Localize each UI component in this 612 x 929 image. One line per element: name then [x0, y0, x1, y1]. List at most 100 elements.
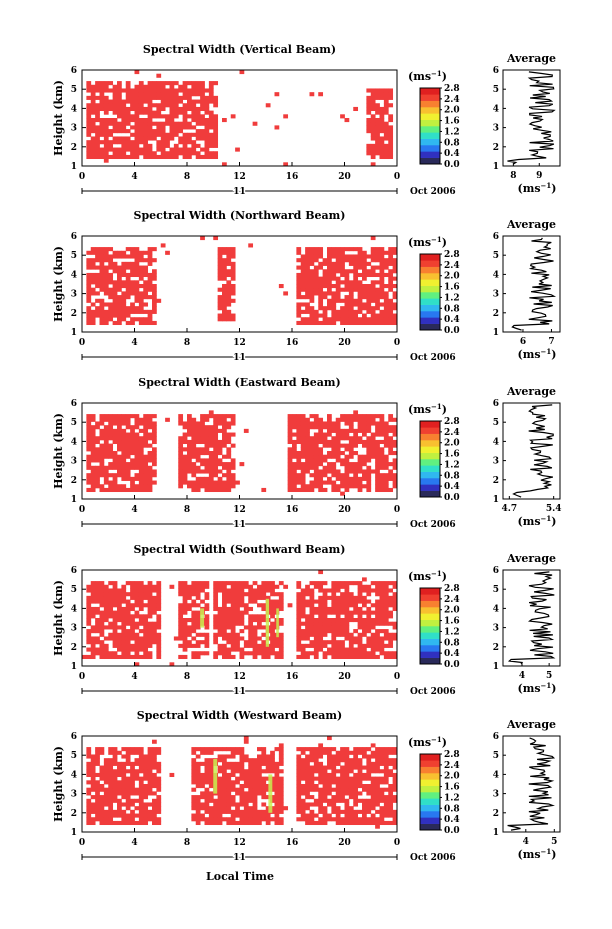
heatmap-cell: [99, 320, 105, 326]
heatmap-cell: [388, 791, 394, 796]
heatmap-cell: [90, 317, 96, 322]
heatmap-cell: [366, 610, 372, 615]
heatmap-cell: [169, 114, 175, 119]
heatmap-cell: [195, 454, 201, 459]
heatmap-cell: [143, 302, 149, 307]
heatmap-cell: [388, 103, 394, 108]
heatmap-cell: [134, 458, 140, 463]
heatmap-cell: [187, 458, 192, 463]
heatmap-cell: [261, 754, 267, 759]
heatmap-cell: [99, 813, 105, 818]
heatmap-cell: [121, 787, 127, 792]
heatmap-cell: [344, 780, 350, 785]
heatmap-cell: [147, 758, 153, 763]
heatmap-cell: [95, 754, 100, 759]
heatmap-cell: [309, 451, 315, 456]
heatmap-cell: [300, 769, 306, 774]
heatmap-cell: [121, 272, 127, 278]
heatmap-cell: [217, 643, 223, 648]
heatmap-cell: [134, 769, 140, 774]
heatmap-cell: [99, 103, 105, 108]
heatmap-cell: [112, 584, 118, 589]
heatmap-cell: [143, 595, 149, 600]
x-tick-label: 16: [286, 505, 299, 515]
heatmap-cell: [375, 476, 380, 481]
heatmap-cell: [379, 647, 385, 652]
heatmap-cell: [222, 584, 227, 589]
heatmap-cell: [344, 436, 350, 441]
heatmap-cell: [322, 313, 328, 318]
heatmap-cell: [208, 414, 214, 419]
heatmap-cell: [296, 610, 302, 615]
heatmap-cell: [348, 302, 354, 307]
heatmap-cell: [138, 136, 144, 141]
heatmap-cell: [191, 103, 197, 108]
heatmap-cell: [375, 425, 380, 430]
heatmap-cell: [121, 791, 127, 796]
heatmap-cell: [383, 654, 389, 660]
heatmap-cell: [340, 458, 345, 463]
heatmap-cell: [226, 462, 232, 467]
x-tick-label: 0: [79, 838, 85, 848]
heatmap-cell: [362, 621, 367, 626]
heatmap-cell: [344, 618, 350, 623]
heatmap-cell: [331, 487, 337, 493]
heatmap-cell: [208, 758, 214, 763]
heatmap-cell: [370, 647, 376, 652]
heatmap-cell: [187, 154, 192, 160]
heatmap-cell: [134, 247, 140, 252]
heatmap-cell: [292, 480, 297, 485]
heatmap-cell: [156, 769, 162, 774]
heatmap-cell: [130, 118, 135, 123]
heatmap-cell: [125, 414, 131, 419]
heatmap-cell: [366, 439, 372, 445]
heatmap-cell: [335, 776, 341, 781]
heatmap-cell: [243, 817, 249, 822]
heatmap-cell: [138, 302, 144, 307]
heatmap-cell: [108, 651, 114, 656]
heatmap-cell: [379, 758, 385, 763]
heatmap-cell: [187, 443, 192, 448]
heatmap-cell: [388, 88, 394, 93]
heatmap-cell: [217, 447, 223, 452]
heatmap-cell: [103, 317, 109, 322]
heatmap-cell: [152, 454, 157, 459]
heatmap-cell: [331, 317, 337, 322]
heatmap-cell: [362, 772, 367, 778]
heatmap-cell: [108, 592, 114, 597]
heatmap-cell: [204, 151, 210, 156]
heatmap-cell: [138, 317, 144, 322]
heatmap-cell: [362, 284, 367, 289]
heatmap-cell: [274, 747, 280, 752]
heatmap-cell: [375, 469, 380, 474]
heatmap-cell: [86, 132, 92, 137]
heatmap-cell: [362, 809, 367, 814]
heatmap-cell: [318, 421, 324, 426]
x-tick-label: 0: [79, 338, 85, 348]
heatmap-cell: [375, 313, 380, 318]
heatmap-cell: [362, 432, 367, 437]
heatmap-cell: [138, 754, 144, 759]
heatmap-cell: [309, 588, 315, 593]
heatmap-cell: [86, 309, 92, 314]
heatmap-cell: [235, 614, 240, 619]
heatmap-cell: [90, 776, 96, 781]
heatmap-cell: [335, 451, 341, 456]
heatmap-cell: [112, 599, 118, 604]
heatmap-cell: [313, 765, 319, 770]
heatmap-cell: [117, 809, 122, 814]
heatmap-cell: [143, 143, 149, 148]
heatmap-cell: [191, 439, 197, 445]
heatmap-cell: [362, 473, 367, 478]
heatmap-cell: [388, 787, 394, 792]
heatmap-cell: [222, 436, 227, 441]
heatmap-cell: [112, 103, 118, 108]
heatmap-cell: [86, 284, 92, 289]
heatmap-cell: [178, 603, 184, 608]
heatmap-cell: [222, 621, 227, 626]
heatmap-cell: [357, 584, 363, 589]
heatmap-cell: [226, 313, 232, 318]
heatmap-cell: [134, 136, 140, 141]
heatmap-cell: [375, 295, 380, 300]
heatmap-cell: [152, 747, 157, 752]
